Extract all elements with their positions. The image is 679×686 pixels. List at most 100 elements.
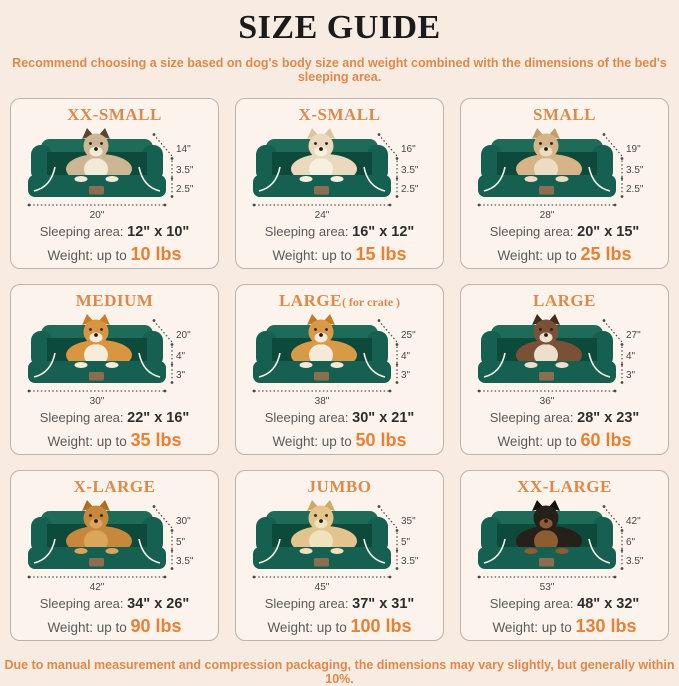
base-height-label: 3" xyxy=(176,370,186,381)
dog-chest xyxy=(308,158,333,180)
dim-dot xyxy=(477,389,480,393)
bed-illustration: 19" 3.5" 2.5" 28" xyxy=(477,128,644,221)
dog-right-eye xyxy=(99,514,103,517)
sleeping-area-label: Sleeping area: xyxy=(489,410,574,425)
dog-right-paw xyxy=(105,548,118,554)
size-card: X-LARGE xyxy=(10,470,219,641)
dim-dot xyxy=(613,203,616,207)
dog-right-eye xyxy=(99,328,103,331)
dim-dot xyxy=(252,203,255,207)
dim-dot xyxy=(477,575,480,579)
depth-label: 42" xyxy=(626,516,641,527)
size-note: ( for crate ) xyxy=(341,295,401,309)
depth-line xyxy=(152,506,173,529)
weight-line: Weight: up to 100 lbs xyxy=(267,615,411,639)
size-name-text: X-LARGE xyxy=(73,477,156,496)
dim-dot xyxy=(395,177,398,180)
sleeping-area-value: 22" x 16" xyxy=(127,410,190,426)
dog-right-paw xyxy=(330,362,343,368)
brand-tag xyxy=(313,186,329,195)
dim-dot xyxy=(377,505,380,508)
dog-left-eye xyxy=(538,514,542,517)
dog-chest xyxy=(533,158,558,180)
bolster-height-label: 5" xyxy=(176,537,186,548)
dog-muzzle xyxy=(314,332,327,343)
dog-nose xyxy=(93,147,98,151)
dim-dot xyxy=(252,389,255,393)
bolster-height-label: 5" xyxy=(401,537,411,548)
size-card: LARGE( for crate ) xyxy=(235,284,444,455)
dog-right-paw xyxy=(555,362,568,368)
depth-line xyxy=(377,134,398,157)
dim-dot xyxy=(620,343,623,346)
dimension-dots xyxy=(252,505,398,579)
dog-chest xyxy=(83,530,108,552)
dim-dot xyxy=(170,381,173,384)
sleeping-area-value: 12" x 10" xyxy=(127,224,190,240)
base-height-label: 3.5" xyxy=(401,556,419,567)
sleeping-area-value: 16" x 12" xyxy=(352,224,415,240)
depth-line xyxy=(602,320,623,343)
weight-line: Weight: up to 25 lbs xyxy=(497,243,631,267)
bolster-height-label: 3.5" xyxy=(401,165,419,176)
sleeping-area-value: 30" x 21" xyxy=(352,410,415,426)
dog-chest xyxy=(533,344,558,366)
base-height-label: 3.5" xyxy=(626,556,644,567)
dim-dot xyxy=(388,575,391,579)
width-label: 28" xyxy=(539,210,554,221)
dog-nose xyxy=(543,519,548,523)
depth-label: 27" xyxy=(626,330,641,341)
dim-dot xyxy=(620,195,623,198)
footer-note: Due to manual measurement and compressio… xyxy=(4,658,675,686)
dog-muzzle xyxy=(314,518,327,529)
size-card: SMALL xyxy=(460,98,669,269)
dim-dot xyxy=(152,505,155,508)
dimension-dots xyxy=(477,133,623,207)
bolster-height-label: 4" xyxy=(401,351,411,362)
depth-line xyxy=(377,320,398,343)
depth-label: 25" xyxy=(401,330,416,341)
dog-right-eye xyxy=(549,514,553,517)
dog-left-eye xyxy=(88,328,92,331)
bed-illustration: 27" 4" 3" 36" xyxy=(477,314,641,407)
size-name: XX-SMALL xyxy=(67,106,162,125)
dog-muzzle xyxy=(314,146,327,157)
dog-left-eye xyxy=(538,142,542,145)
bolster-height-label: 4" xyxy=(176,351,186,362)
dim-dot xyxy=(613,575,616,579)
dog-nose xyxy=(543,147,548,151)
right-bolster xyxy=(366,331,388,367)
page-title: SIZE GUIDE xyxy=(238,9,441,46)
dim-dot xyxy=(27,203,30,207)
brand-tag xyxy=(88,558,104,567)
brand-tag xyxy=(313,372,329,381)
dog-chest xyxy=(83,344,108,366)
width-label: 30" xyxy=(89,396,104,407)
dog-chest xyxy=(533,530,558,552)
dog-left-paw xyxy=(299,176,312,182)
brand-tag xyxy=(538,558,554,567)
dim-dot xyxy=(602,319,605,322)
right-piping xyxy=(137,166,160,192)
dim-dot xyxy=(395,195,398,198)
weight-label: Weight: up to xyxy=(267,620,347,635)
left-piping xyxy=(258,538,281,564)
sleeping-area-label: Sleeping area: xyxy=(264,596,349,611)
base-height-label: 2.5" xyxy=(176,184,194,195)
size-name-text: XX-LARGE xyxy=(517,477,612,496)
sleeping-area-label: Sleeping area: xyxy=(264,410,349,425)
sleeping-area-label: Sleeping area: xyxy=(39,410,124,425)
dim-dot xyxy=(170,567,173,570)
right-piping xyxy=(587,166,610,192)
dim-dot xyxy=(620,363,623,366)
dog-left-eye xyxy=(88,142,92,145)
base-height-label: 2.5" xyxy=(626,184,644,195)
dim-dot xyxy=(395,549,398,552)
sleeping-area-line: Sleeping area: 34" x 26" xyxy=(40,595,190,613)
sleeping-area-value: 48" x 32" xyxy=(577,596,640,612)
depth-label: 30" xyxy=(176,516,191,527)
weight-label: Weight: up to xyxy=(497,434,577,449)
base-height-label: 3" xyxy=(401,370,411,381)
dim-dot xyxy=(620,381,623,384)
size-name-text: XX-SMALL xyxy=(67,105,162,124)
